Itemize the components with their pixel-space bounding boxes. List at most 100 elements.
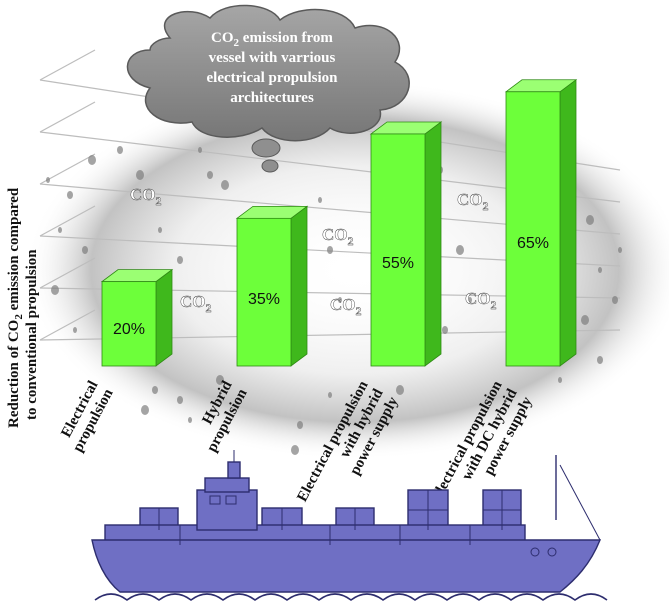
bar-side: [559, 78, 577, 367]
smoke-particle: [338, 297, 342, 303]
co2-marker-co: CO: [322, 225, 348, 244]
co2-marker-sub: 2: [491, 298, 497, 312]
co2-marker-co: CO: [465, 289, 491, 308]
smoke-particle: [82, 246, 88, 254]
smoke-particle: [221, 180, 229, 190]
ship-hull: [91, 539, 602, 593]
smoke-particle: [88, 155, 96, 165]
smoke-particle: [177, 396, 183, 404]
chart-title-line-4: architectures: [230, 90, 314, 106]
smoke-particle: [558, 377, 562, 383]
title-rest: emission from: [239, 30, 333, 46]
smoke-particle: [297, 421, 303, 429]
bow-rope: [559, 464, 601, 541]
water-waves: [94, 593, 608, 601]
smoke-particle: [456, 245, 464, 255]
smoke-particle: [291, 445, 299, 455]
porthole: [530, 547, 540, 557]
smoke-particle: [586, 215, 594, 225]
y-axis-label-part-b: emission compared: [6, 187, 22, 314]
bar-front: [236, 217, 292, 367]
bars: 20% 35% 55% 65%: [100, 78, 578, 367]
smoke-particle: [46, 177, 50, 183]
title-sub: 2: [234, 37, 240, 49]
bar-front: [101, 281, 157, 367]
grid-line-depth: [39, 101, 96, 133]
smoke-particle: [618, 247, 622, 253]
bridge-window: [209, 495, 221, 505]
co2-marker-sub: 2: [356, 304, 362, 318]
smoke-particle: [198, 147, 202, 153]
co2-marker-co: CO: [457, 190, 483, 209]
bar-side: [155, 268, 173, 367]
bar-front: [505, 91, 561, 367]
co2-marker: CO2: [330, 295, 362, 318]
bar-value-label: 55%: [382, 255, 414, 272]
smoke-particle: [581, 315, 589, 325]
ship-bridge: [196, 489, 258, 531]
smoke-particle: [598, 267, 602, 273]
smoke-particle: [152, 386, 158, 394]
co2-marker-co: CO: [130, 185, 156, 204]
cloud-bubble-small: [261, 159, 279, 173]
smoke-particle: [468, 297, 472, 303]
ship-mast: [227, 461, 241, 479]
cloud-bubble-large: [251, 138, 281, 158]
bar-3: 55%: [369, 121, 443, 367]
bar-value-label: 65%: [517, 235, 549, 252]
smoke-particle: [51, 285, 59, 295]
co2-marker: CO2: [465, 289, 497, 312]
porthole: [547, 547, 557, 557]
bar-side: [424, 121, 442, 367]
y-axis-label-sub: 2: [13, 314, 25, 320]
smoke-particle: [177, 256, 183, 264]
smoke-particle: [327, 246, 333, 254]
smoke-particle: [612, 296, 618, 304]
bar-2: 35%: [235, 205, 309, 367]
smoke-particle: [188, 417, 192, 423]
grid-line-depth: [39, 205, 96, 237]
smoke-particle: [328, 392, 332, 398]
co2-marker-sub: 2: [483, 199, 489, 213]
y-axis-label-line-2: to conventional propulsion: [24, 249, 40, 420]
grid-line-depth: [39, 309, 96, 341]
bar-1: 20%: [100, 268, 174, 367]
y-axis-label: Reduction of CO2 emission compared to co…: [6, 187, 40, 428]
smoke-particle: [58, 227, 62, 233]
cloud-shape: [126, 4, 410, 142]
co2-marker-co: CO: [180, 292, 206, 311]
bar-4: 65%: [504, 78, 578, 367]
bar-value-label: 35%: [248, 291, 280, 308]
bridge-deck: [204, 477, 250, 493]
co2-marker: CO2: [180, 292, 212, 315]
chart-title-line-3: electrical propulsion: [207, 70, 339, 86]
co2-marker-co: CO: [330, 295, 356, 314]
smoke-particle: [442, 326, 448, 334]
bar-side: [290, 205, 308, 367]
smoke-particle: [67, 191, 73, 199]
co2-marker-sub: 2: [156, 194, 162, 208]
grid-line-depth: [39, 257, 96, 289]
title-cloud: CO2 emission from vessel with varrious e…: [126, 4, 410, 173]
smoke-particle: [158, 227, 162, 233]
smoke-particle: [216, 375, 224, 385]
grid-line-depth: [39, 49, 96, 81]
co2-marker-sub: 2: [206, 301, 212, 315]
smoke-particle: [207, 171, 213, 179]
smoke-particle: [141, 405, 149, 415]
bar-value-label: 20%: [113, 321, 145, 338]
y-axis-label-line-1: Reduction of CO2 emission compared: [6, 187, 25, 428]
y-axis-label-part-a: Reduction of CO: [6, 320, 22, 428]
smoke-particle: [396, 385, 404, 395]
bridge-window: [225, 495, 237, 505]
co2-marker: CO2: [130, 185, 162, 208]
smoke-particle: [318, 197, 322, 203]
co2-marker: CO2: [457, 190, 489, 213]
smoke-particle: [117, 146, 123, 154]
bar-front: [370, 133, 426, 367]
ship-illustration: [91, 450, 608, 601]
